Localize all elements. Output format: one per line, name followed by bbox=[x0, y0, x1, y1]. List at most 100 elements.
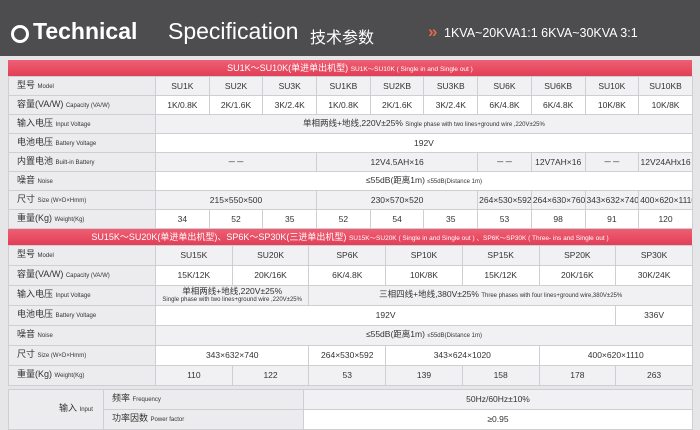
spec-cell: SU20K bbox=[231, 245, 310, 266]
cell-en: Single phase with two lines+ground wire … bbox=[162, 296, 302, 303]
spec-table: 型号 Model SU1K SU2K SU3K SU1KB SU2KB SU3KB SU6K S… bbox=[8, 76, 693, 229]
spec-cell: 343×624×1020 bbox=[385, 345, 540, 366]
cell-text: ≥0.95 bbox=[487, 414, 509, 424]
cell-text: SU2KB bbox=[383, 80, 412, 91]
spec-cell: 263 bbox=[615, 365, 693, 386]
label-en: Noise bbox=[37, 178, 53, 185]
label-cn: 型号 bbox=[17, 249, 36, 259]
spec-cell: 6K/4.8K bbox=[477, 95, 532, 115]
cell-text: 91 bbox=[607, 213, 617, 224]
spec-row: 内置电池 Built-in Battery －－ 12V4.5AH×16 －－ 12V7… bbox=[8, 152, 693, 172]
cell-text: 2K/1.6K bbox=[381, 99, 413, 110]
label-en: Power factor bbox=[150, 417, 185, 423]
spec-cell: ≤55dB(距离1m) ≤55dB(Distance 1m) bbox=[155, 171, 693, 191]
spec-row: 型号 Model SU15K SU20K SP6K SP10K SP15K SP20K SP3… bbox=[8, 245, 693, 266]
cell-en: ≤55dB(Distance 1m) bbox=[427, 333, 482, 339]
cell-text: 400×620×1110 bbox=[587, 350, 644, 360]
row-label: 型号 Model bbox=[8, 76, 156, 96]
spec-cell: 343×632×740 bbox=[584, 190, 640, 210]
cell-text: 215×550×500 bbox=[209, 194, 263, 205]
cell-text: 20K/16K bbox=[254, 270, 287, 280]
spec-cell: 139 bbox=[385, 365, 463, 386]
spec-cell: 15K/12K bbox=[155, 265, 233, 286]
spec-row: 输入电压 Input Voltage 单相两线+地线,220V±25% Singl… bbox=[8, 114, 693, 134]
cell-text: 34 bbox=[177, 213, 188, 224]
input-label: 输入 Input bbox=[8, 389, 104, 430]
cell-text: 1K/0.8K bbox=[167, 99, 198, 110]
spec-cell: 110 bbox=[155, 365, 233, 386]
spec-row: 噪音 Noise ≤55dB(距离1m) ≤55dB(Distance 1m) bbox=[8, 171, 693, 191]
cell-cn: 三相四线+地线,380V±25% bbox=[379, 289, 479, 299]
spec-row: 尺寸 Size (W×D×Hmm) 215×550×500 230×570×520 2… bbox=[8, 190, 693, 210]
row-label: 尺寸 Size (W×D×Hmm) bbox=[8, 345, 156, 366]
cell-text: 15K/12K bbox=[484, 270, 517, 280]
spec-cell: 3K/2.4K bbox=[262, 95, 318, 115]
spec-cell: 50Hz/60Hz±10% bbox=[303, 389, 693, 410]
header: Technical Specification 技术参数 » 1KVA~20KV… bbox=[0, 0, 700, 56]
cell-text: 120 bbox=[658, 213, 673, 224]
spec-cell: SU2KB bbox=[369, 76, 425, 96]
spec-cell: 264×630×760 bbox=[530, 190, 586, 210]
cell-text: 30K/24K bbox=[637, 270, 671, 280]
label-cn: 电池电压 bbox=[17, 136, 54, 147]
spec-cell: 264×530×592 bbox=[308, 345, 387, 366]
spec-cell: －－ bbox=[477, 152, 532, 172]
spec-cell: SU10K bbox=[584, 76, 640, 96]
cell-text: 336V bbox=[644, 310, 664, 320]
spec-cell: SU3K bbox=[262, 76, 318, 96]
title-cn: 技术参数 bbox=[310, 30, 375, 47]
cell-text: 35 bbox=[446, 213, 456, 224]
spec-cell: 120 bbox=[638, 209, 693, 229]
label-en: Size (W×D×Hmm) bbox=[37, 353, 87, 359]
cell-text: 6K/4.8K bbox=[543, 99, 574, 110]
row-label: 尺寸 Size (W×D×Hmm) bbox=[8, 190, 156, 210]
spec-cell: 1K/0.8K bbox=[155, 95, 210, 115]
label-cn: 输入 bbox=[59, 403, 78, 413]
ring-icon bbox=[11, 25, 29, 43]
cell-text: SU10K bbox=[598, 80, 626, 91]
spec-row: 重量(Kg) Weight(Kg) 110 122 53 139 158 178 263 bbox=[8, 365, 693, 386]
label-cn: 噪音 bbox=[17, 174, 36, 185]
row-label: 电池电压 Battery Voltage bbox=[8, 305, 156, 326]
cell-text: 1K/0.8K bbox=[328, 99, 359, 110]
cell-text: SU6K bbox=[493, 80, 516, 91]
spec-cell: 10K/8K bbox=[638, 95, 693, 115]
spec-cell: －－ bbox=[584, 152, 640, 172]
spec-cell: 400×620×1110 bbox=[538, 345, 693, 366]
cell-text: 12V24AHx16 bbox=[640, 156, 691, 167]
cell-text: SU1KB bbox=[329, 80, 358, 91]
sub-label: 功率因数 Power factor bbox=[103, 409, 304, 430]
row-label: 噪音 Noise bbox=[8, 171, 156, 191]
spec-cell: 336V bbox=[615, 305, 693, 326]
label-en: Capacity (VA/W) bbox=[65, 273, 110, 279]
cell-text: 6K/4.8K bbox=[332, 270, 363, 280]
label-cn: 型号 bbox=[17, 79, 36, 90]
label-cn: 重量(Kg) bbox=[17, 212, 53, 223]
spec-row: 电池电压 Battery Voltage 192V 336V bbox=[8, 305, 693, 326]
cell-text: 400×620×1110 bbox=[640, 194, 693, 205]
input-table: 输入 Input 频率 Frequency 50Hz/60Hz±10% 功率因数 Po… bbox=[8, 389, 693, 430]
spec-cell: SU1K bbox=[155, 76, 210, 96]
label-cn: 输入电压 bbox=[17, 117, 54, 128]
cell-text: 122 bbox=[263, 370, 278, 380]
spec-cell: 54 bbox=[369, 209, 425, 229]
cell-text: 12V4.5AH×16 bbox=[370, 156, 424, 167]
spec-row: 输入电压 Input Voltage 单相两线+地线,220V±25% Singl… bbox=[8, 285, 693, 306]
spec-cell: 12V4.5AH×16 bbox=[316, 152, 479, 172]
spec-cell: 91 bbox=[584, 209, 640, 229]
cell-text: SP6K bbox=[336, 250, 359, 260]
row-label: 输入电压 Input Voltage bbox=[8, 285, 156, 306]
cell-text: －－ bbox=[603, 156, 621, 167]
input-row: 功率因数 Power factor ≥0.95 bbox=[9, 409, 693, 430]
row-label: 噪音 Noise bbox=[8, 325, 156, 346]
spec-cell: SP6K bbox=[308, 245, 387, 266]
label-en: Battery Voltage bbox=[55, 313, 97, 319]
cell-text: 20K/16K bbox=[561, 270, 594, 280]
spec-cell: SU2K bbox=[208, 76, 264, 96]
spec-row: 电池电压 Battery Voltage 192V bbox=[8, 133, 693, 153]
spec-cell: 35 bbox=[262, 209, 318, 229]
chevron-icon: » bbox=[428, 22, 438, 41]
caption-en: SU15K～SU20K ( Single in and Single out )… bbox=[348, 235, 609, 242]
cell-text: 192V bbox=[375, 310, 396, 320]
